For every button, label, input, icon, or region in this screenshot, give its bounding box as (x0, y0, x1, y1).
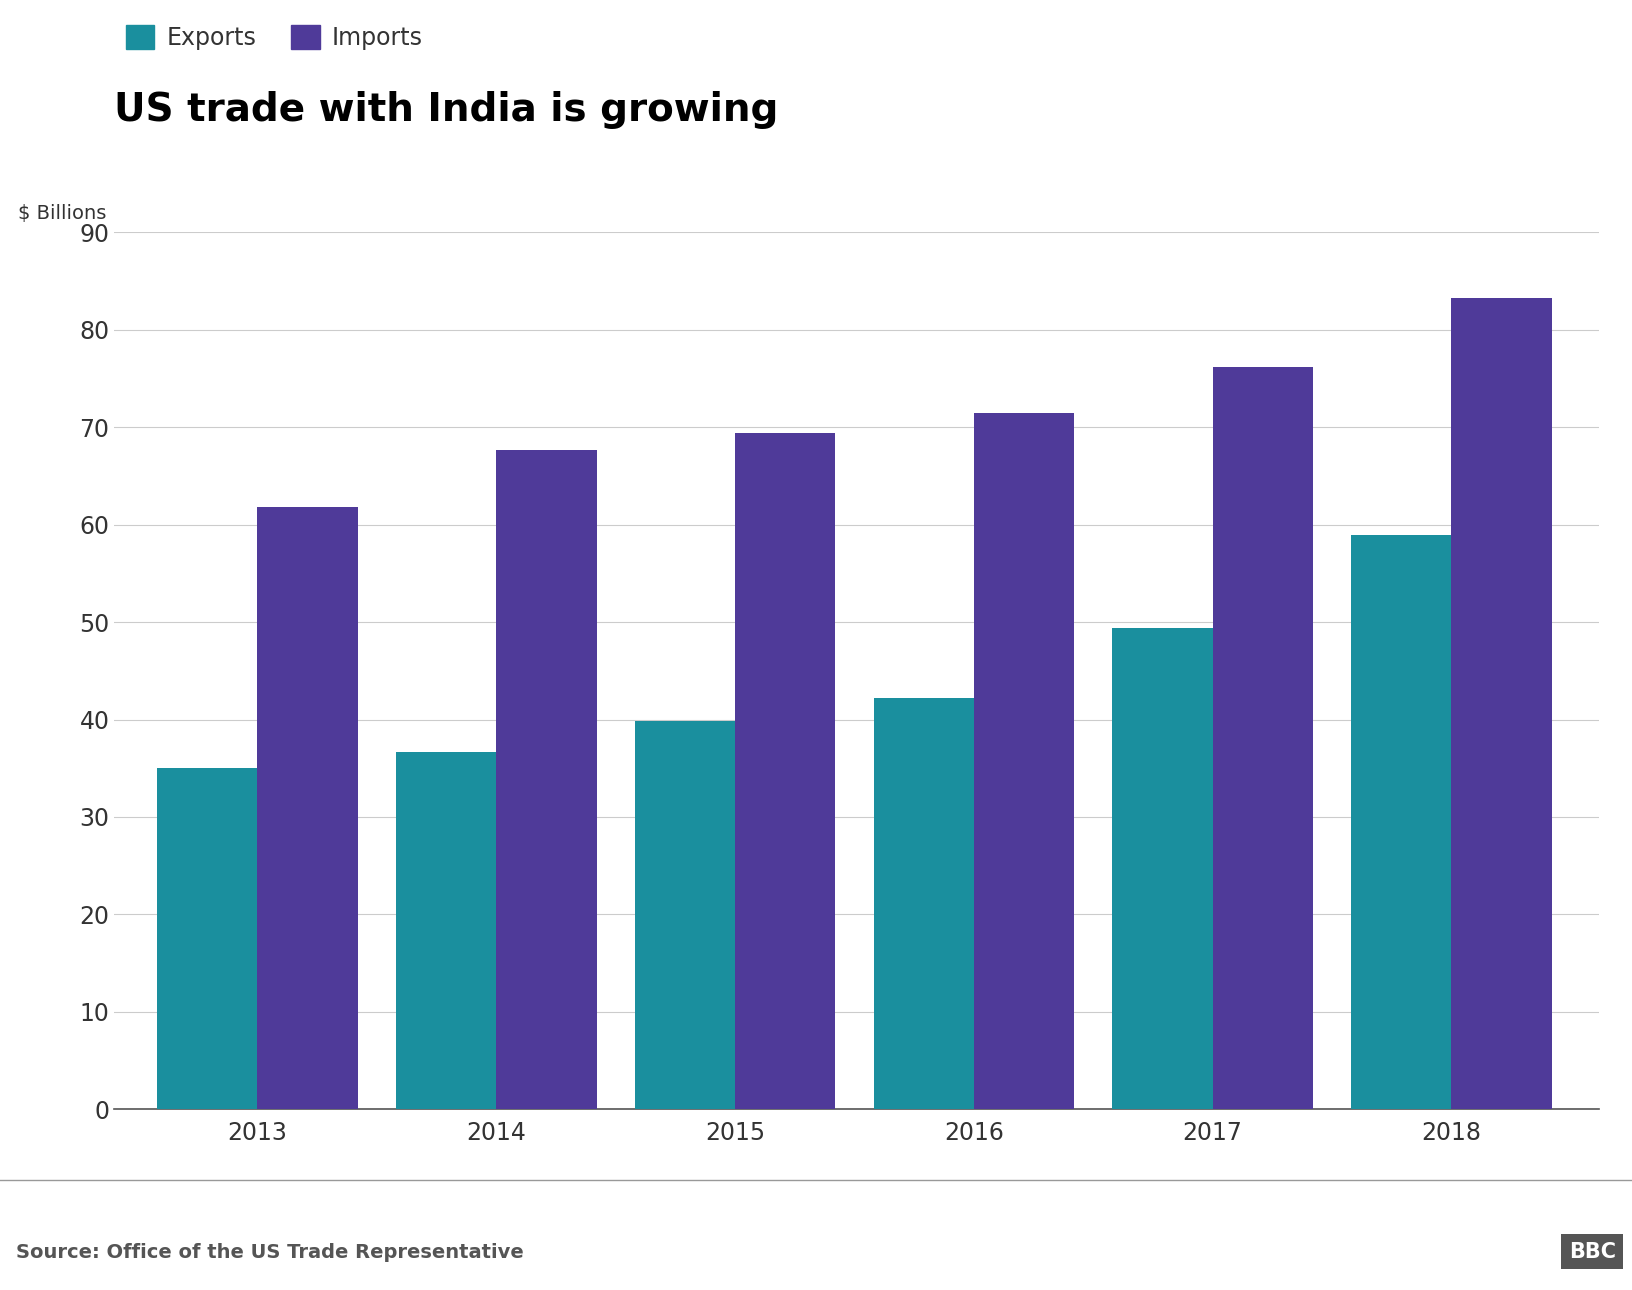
Text: US trade with India is growing: US trade with India is growing (114, 92, 778, 129)
Bar (258, 507, 357, 1109)
Bar (734, 433, 836, 1109)
Legend: Exports, Imports: Exports, Imports (126, 25, 423, 50)
Bar (1451, 298, 1552, 1109)
Text: BBC: BBC (1568, 1241, 1616, 1262)
Bar (1351, 535, 1451, 1109)
Bar (974, 413, 1074, 1109)
Bar (157, 769, 258, 1109)
Bar (635, 721, 734, 1109)
Text: $ Billions: $ Billions (18, 204, 106, 223)
Bar (1213, 366, 1312, 1109)
Bar (873, 698, 974, 1109)
Bar (496, 449, 597, 1109)
Bar (397, 752, 496, 1109)
Text: Source: Office of the US Trade Representative: Source: Office of the US Trade Represent… (16, 1242, 524, 1262)
Bar (1113, 628, 1213, 1109)
